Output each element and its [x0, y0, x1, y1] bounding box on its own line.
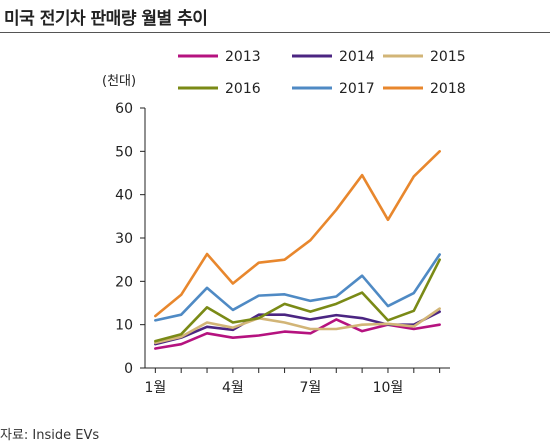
legend: 2013 2014 2015 2016 2017 2018 [178, 49, 466, 97]
y-axis-unit-label: (천대) [102, 74, 137, 89]
series-lines [154, 150, 441, 350]
y-tick-label: 30 [115, 231, 133, 247]
source-note: 자료: Inside EVs [0, 428, 100, 443]
x-tick-label: 4월 [222, 380, 244, 396]
series-line-2017 [154, 253, 441, 322]
y-tick-label: 50 [115, 144, 133, 160]
legend-label-2013: 2013 [225, 49, 261, 65]
title-divider [0, 32, 550, 33]
y-tick-label: 0 [124, 361, 133, 377]
chart-title: 미국 전기차 판매량 월별 추이 [4, 9, 208, 29]
legend-label-2017: 2017 [339, 81, 375, 97]
legend-label-2018: 2018 [430, 81, 466, 97]
legend-label-2014: 2014 [339, 49, 375, 65]
y-tick-label: 20 [115, 274, 133, 290]
x-tick-label: 1월 [144, 380, 166, 396]
series-line-2016 [154, 258, 441, 343]
series-line-2015 [154, 307, 441, 345]
x-tick-label: 10월 [373, 380, 404, 396]
y-tick-label: 40 [115, 188, 133, 204]
y-tick-label: 10 [115, 318, 133, 334]
series-line-2018 [154, 150, 441, 318]
x-tick-label: 7월 [300, 380, 322, 396]
legend-label-2016: 2016 [225, 81, 261, 97]
axes: 0 10 20 30 40 50 60 1월 4월 7월 10월 [115, 101, 450, 396]
legend-label-2015: 2015 [430, 49, 466, 65]
y-tick-label: 60 [115, 101, 133, 117]
